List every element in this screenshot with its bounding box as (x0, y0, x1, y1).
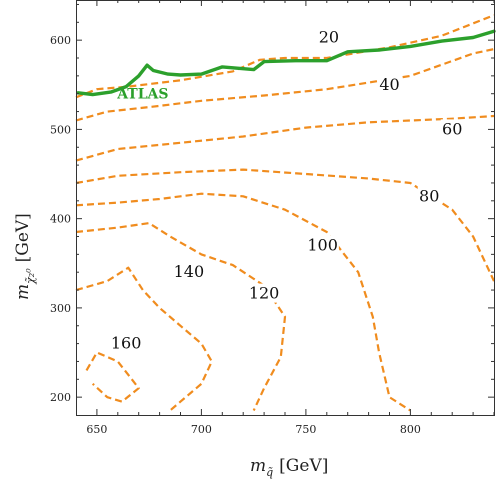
x-ticks: 650 700 750 800 (86, 0, 495, 436)
atlas-limit-line (76, 29, 496, 97)
svg-text:mq̃[GeV]: mq̃ [GeV] (250, 456, 328, 479)
contour-label-bg-140 (172, 262, 206, 282)
x-tick-label-750: 750 (295, 423, 316, 436)
contour-label-bg-40 (378, 74, 401, 94)
y-tick-label-300: 300 (50, 302, 71, 315)
y-tick-label-600: 600 (50, 34, 71, 47)
plot-frame (76, 0, 495, 416)
contour-label-160: 160 (111, 334, 142, 353)
contour-label-120: 120 (249, 284, 280, 303)
y-axis-title: mχ̃₂⁰ [GeV] (13, 213, 37, 300)
contour-60 (75, 114, 495, 162)
x-axis-symbol: m (250, 456, 266, 476)
contour-40 (75, 48, 495, 122)
contour-120 (75, 222, 287, 411)
contour-label-bg-80 (417, 186, 441, 206)
contours-layer (75, 14, 495, 412)
x-tick-label-800: 800 (400, 423, 421, 436)
contour-label-bg-120 (247, 283, 281, 303)
y-axis-unit: [GeV] (13, 213, 33, 262)
contour-140 (75, 266, 213, 412)
contour-160 (85, 351, 140, 403)
y-tick-label-200: 200 (50, 391, 71, 404)
contour-label-bg-160 (109, 333, 143, 353)
atlas-layer (76, 29, 496, 97)
contour-20 (75, 14, 495, 99)
contour-label-20: 20 (319, 27, 339, 46)
x-axis-unit: [GeV] (279, 456, 328, 476)
atlas-label: ATLAS (116, 87, 168, 103)
labels-layer: 20 40 60 80 100 120 140 160 ATLAS (109, 27, 464, 353)
contour-label-bg-60 (440, 119, 464, 139)
y-tick-label-400: 400 (50, 213, 71, 226)
contour-label-80: 80 (419, 186, 439, 205)
contour-100 (75, 192, 411, 412)
x-axis-subscript: q̃ (266, 466, 273, 479)
contour-label-40: 40 (379, 75, 399, 94)
x-axis-title: mq̃ [GeV] (250, 456, 328, 479)
contour-label-bg-20 (317, 27, 341, 47)
contour-label-60: 60 (442, 119, 462, 138)
y-tick-label-500: 500 (50, 123, 71, 136)
x-tick-label-650: 650 (86, 423, 107, 436)
contour-80 (75, 168, 495, 282)
contour-label-bg-100 (306, 235, 339, 255)
y-axis-symbol: m (13, 284, 33, 300)
y-axis-subscript: χ̃₂⁰ (24, 268, 37, 285)
y-ticks: 200 300 400 500 600 (50, 3, 494, 404)
contour-label-140: 140 (174, 262, 205, 281)
x-tick-label-700: 700 (191, 423, 212, 436)
contour-label-100: 100 (307, 235, 338, 254)
svg-text:mχ̃₂⁰[GeV]: mχ̃₂⁰ [GeV] (13, 213, 37, 300)
